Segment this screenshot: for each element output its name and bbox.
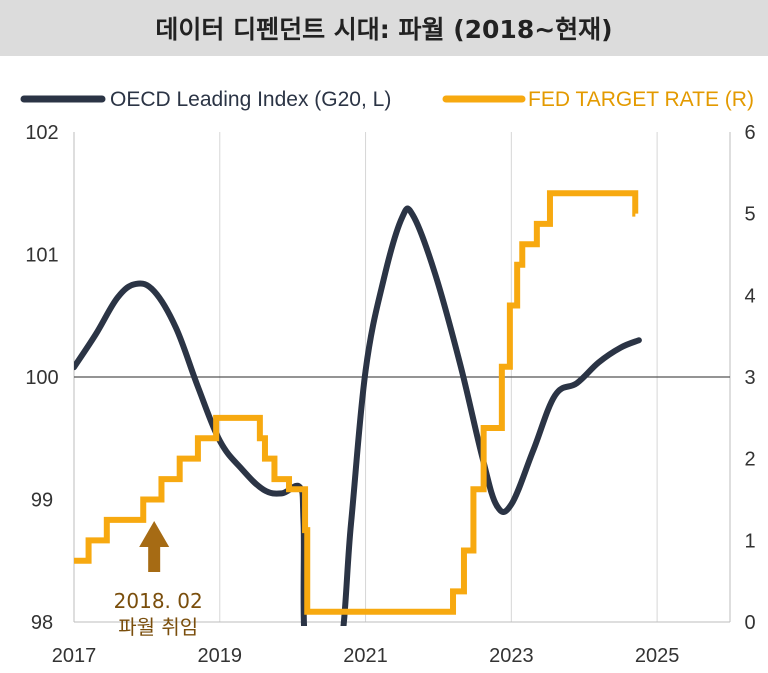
legend-oecd-label: OECD Leading Index (G20, L)	[110, 88, 391, 111]
x-tick-label: 2019	[198, 645, 243, 667]
y-left-tick-label: 99	[31, 490, 53, 512]
y-left-tick-label: 102	[25, 122, 58, 144]
series-group	[74, 190, 642, 626]
y-right-tick-label: 6	[744, 122, 755, 144]
annotation-arrow-icon	[139, 521, 170, 572]
y-right-tick-label: 0	[744, 612, 755, 634]
y-right-tick-label: 3	[744, 367, 755, 389]
oecd-index-line	[74, 205, 642, 626]
y-left-tick-label: 100	[25, 367, 58, 389]
y-right-tick-label: 1	[744, 530, 755, 552]
chart-area: OECD Leading Index (G20, L) FED TARGET RA…	[20, 88, 756, 667]
y-right-tick-label: 4	[744, 285, 755, 307]
x-tick-label: 2021	[343, 645, 388, 667]
annotation-text: 2018. 02	[114, 589, 203, 613]
legend-fed-label: FED TARGET RATE (R)	[528, 88, 754, 111]
axes: 98 99 100 101 102 0 1 2 3 4 5 6 2017 2019 2021 2023 2025	[25, 122, 755, 667]
title-bar: 데이터 디펜던트 시대: 파월 (2018~현재)	[0, 0, 768, 56]
chart-title: 데이터 디펜던트 시대: 파월 (2018~현재)	[155, 15, 613, 44]
y-right-tick-label: 5	[744, 204, 755, 226]
y-left-tick-label: 98	[31, 612, 53, 634]
x-tick-label: 2017	[52, 645, 97, 667]
y-left-tick-label: 101	[25, 245, 58, 267]
x-tick-label: 2025	[635, 645, 680, 667]
y-right-tick-label: 2	[744, 449, 755, 471]
grid	[73, 132, 731, 623]
legend: OECD Leading Index (G20, L) FED TARGET RA…	[20, 88, 754, 111]
fed-rate-line	[74, 190, 639, 615]
annotation-text: 파월 취임	[118, 615, 198, 639]
x-tick-label: 2023	[489, 645, 534, 667]
